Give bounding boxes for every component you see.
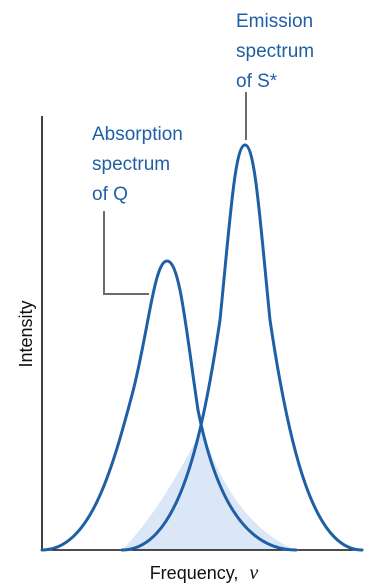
absorption-leader-line: [103, 211, 149, 295]
x-axis-label-text: Frequency,: [150, 563, 239, 583]
absorption-curve: [40, 259, 298, 552]
emission-label-line-3: of S*: [236, 71, 278, 92]
absorption-label-line-2: spectrum: [92, 154, 170, 175]
absorption-label-line-1: Absorption: [92, 124, 183, 145]
emission-label-line-2: spectrum: [236, 41, 314, 62]
y-axis-label: Intensity: [16, 300, 36, 367]
emission-curve: [120, 143, 364, 552]
overlap-region: [122, 428, 295, 550]
absorption-label-line-3: of Q: [92, 184, 128, 205]
emission-label-line-1: Emission: [236, 11, 313, 32]
x-axis-symbol: ν: [249, 562, 258, 584]
x-axis-label: Frequency, ν: [150, 562, 259, 584]
